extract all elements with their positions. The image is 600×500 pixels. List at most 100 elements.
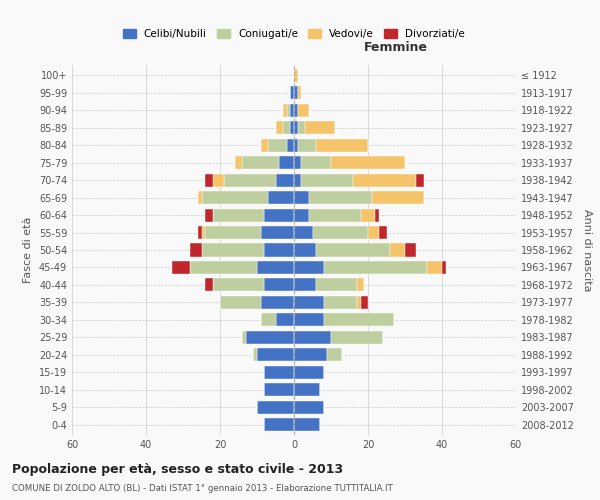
Bar [294,348,328,362]
Bar [305,122,335,134]
Bar [265,278,294,291]
Bar [357,296,361,309]
Bar [294,261,323,274]
Bar [235,156,242,170]
Bar [287,138,294,152]
Bar [290,104,294,117]
Bar [427,261,442,274]
Bar [298,86,301,100]
Bar [405,244,416,256]
Bar [265,244,294,256]
Bar [257,348,294,362]
Y-axis label: Anni di nascita: Anni di nascita [582,209,592,291]
Bar [294,208,309,222]
Bar [294,400,323,413]
Bar [172,261,190,274]
Bar [265,383,294,396]
Bar [294,104,298,117]
Bar [294,174,301,186]
Bar [265,208,294,222]
Bar [294,122,298,134]
Bar [442,261,446,274]
Bar [246,330,294,344]
Bar [294,226,313,239]
Bar [294,86,298,100]
Bar [301,174,353,186]
Text: Popolazione per età, sesso e stato civile - 2013: Popolazione per età, sesso e stato civil… [12,462,343,475]
Bar [268,191,294,204]
Bar [257,400,294,413]
Bar [357,278,364,291]
Bar [309,208,361,222]
Bar [316,278,357,291]
Bar [294,191,309,204]
Bar [294,138,298,152]
Bar [202,226,205,239]
Bar [301,156,331,170]
Bar [313,226,368,239]
Bar [242,330,246,344]
Bar [328,348,342,362]
Bar [294,244,316,256]
Bar [309,191,372,204]
Bar [205,174,212,186]
Bar [361,208,376,222]
Bar [376,208,379,222]
Bar [294,383,320,396]
Bar [205,226,260,239]
Bar [390,244,405,256]
Legend: Celibi/Nubili, Coniugati/e, Vedovi/e, Divorziati/e: Celibi/Nubili, Coniugati/e, Vedovi/e, Di… [120,26,468,42]
Bar [290,122,294,134]
Bar [190,261,257,274]
Bar [323,314,394,326]
Bar [294,278,316,291]
Bar [260,296,294,309]
Bar [316,138,368,152]
Bar [323,296,357,309]
Bar [323,261,427,274]
Bar [275,122,283,134]
Bar [279,156,294,170]
Bar [294,330,331,344]
Bar [275,314,294,326]
Bar [331,330,383,344]
Bar [316,244,390,256]
Bar [283,104,287,117]
Bar [353,174,416,186]
Bar [212,174,224,186]
Bar [202,191,268,204]
Bar [205,278,212,291]
Bar [361,296,368,309]
Text: Femmine: Femmine [364,41,428,54]
Bar [265,366,294,378]
Bar [212,278,265,291]
Bar [294,296,323,309]
Bar [220,296,260,309]
Bar [253,348,257,362]
Bar [275,174,294,186]
Bar [260,314,275,326]
Bar [287,104,290,117]
Bar [372,191,424,204]
Bar [268,138,287,152]
Bar [260,226,294,239]
Bar [368,226,379,239]
Bar [294,366,323,378]
Bar [294,418,320,431]
Bar [283,122,290,134]
Bar [416,174,424,186]
Bar [198,191,202,204]
Bar [294,156,301,170]
Bar [205,208,212,222]
Bar [298,138,316,152]
Bar [261,138,268,152]
Bar [224,174,275,186]
Text: COMUNE DI ZOLDO ALTO (BL) - Dati ISTAT 1° gennaio 2013 - Elaborazione TUTTITALIA: COMUNE DI ZOLDO ALTO (BL) - Dati ISTAT 1… [12,484,393,493]
Bar [190,244,202,256]
Bar [242,156,279,170]
Bar [298,122,305,134]
Bar [290,86,294,100]
Bar [257,261,294,274]
Bar [298,104,309,117]
Bar [202,244,265,256]
